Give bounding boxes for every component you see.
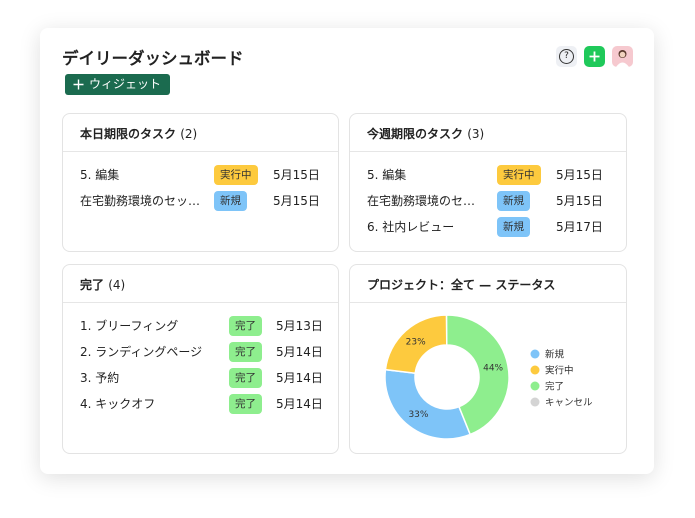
panel-title-text: 今週期限のタスク bbox=[367, 127, 464, 141]
status-tag: 完了 bbox=[229, 368, 262, 388]
task-name[interactable]: 5. 編集 bbox=[80, 168, 120, 182]
status-tag: 新規 bbox=[497, 217, 530, 237]
panel-divider bbox=[350, 302, 626, 303]
due-date: 5月13日 bbox=[276, 319, 323, 333]
plus-icon bbox=[589, 51, 600, 62]
dashboard-title: デイリーダッシュボード bbox=[62, 49, 244, 68]
add-button[interactable] bbox=[584, 46, 605, 67]
panel-count: (2) bbox=[180, 127, 198, 141]
status-tag: 新規 bbox=[497, 191, 530, 211]
due-date: 5月15日 bbox=[556, 194, 603, 208]
panel-title-text: 完了 bbox=[80, 278, 105, 292]
chart-title: プロジェクト：全て — ステータス bbox=[367, 278, 556, 292]
panel-divider bbox=[63, 151, 338, 152]
plus-icon bbox=[73, 79, 84, 90]
status-tag: 実行中 bbox=[497, 165, 541, 185]
due-date: 5月15日 bbox=[556, 168, 603, 182]
task-name[interactable]: 4. キックオフ bbox=[80, 397, 156, 411]
task-name[interactable]: 5. 編集 bbox=[367, 168, 407, 182]
status-tag: 完了 bbox=[229, 316, 262, 336]
status-tag: 新規 bbox=[214, 191, 247, 211]
panel-title-text: 本日期限のタスク bbox=[80, 127, 177, 141]
due-date: 5月15日 bbox=[273, 194, 320, 208]
status-tag: 完了 bbox=[229, 394, 262, 414]
status-tag: 実行中 bbox=[214, 165, 258, 185]
due-date: 5月14日 bbox=[276, 345, 323, 359]
due-date: 5月14日 bbox=[276, 371, 323, 385]
panel-divider bbox=[63, 302, 338, 303]
add-widget-label: ウィジェット bbox=[89, 77, 162, 91]
task-name[interactable]: 1. ブリーフィング bbox=[80, 319, 179, 333]
chart-panel: プロジェクト：全て — ステータス bbox=[349, 264, 627, 454]
panel-count: (4) bbox=[108, 278, 126, 292]
due-date: 5月14日 bbox=[276, 397, 323, 411]
task-panel: 今週期限のタスク (3) 5. 編集 実行中 5月15日 在宅勤務環境のセ… 新規 5月15… bbox=[349, 113, 627, 252]
task-panel: 完了 (4) 1. ブリーフィング 完了 5月13日 2. ランディングページ 完了 5月1… bbox=[62, 264, 339, 454]
panel-count: (3) bbox=[467, 127, 485, 141]
panel-divider bbox=[350, 151, 626, 152]
add-widget-button[interactable]: ウィジェット bbox=[65, 74, 170, 95]
task-name[interactable]: 2. ランディングページ bbox=[80, 345, 203, 359]
status-tag: 完了 bbox=[229, 342, 262, 362]
avatar[interactable] bbox=[612, 46, 633, 67]
help-button[interactable]: ? bbox=[556, 46, 577, 67]
task-name[interactable]: 3. 予約 bbox=[80, 371, 120, 385]
help-icon: ? bbox=[559, 49, 574, 64]
due-date: 5月17日 bbox=[556, 220, 603, 234]
task-panel: 本日期限のタスク (2) 5. 編集 実行中 5月15日 在宅勤務環境のセッ… 新規 5月1… bbox=[62, 113, 339, 252]
task-name[interactable]: 6. 社内レビュー bbox=[367, 220, 455, 234]
task-name[interactable]: 在宅勤務環境のセ… bbox=[367, 194, 476, 208]
due-date: 5月15日 bbox=[273, 168, 320, 182]
task-name[interactable]: 在宅勤務環境のセッ… bbox=[80, 194, 201, 208]
panel-title: 完了 (4) bbox=[80, 276, 125, 293]
panel-title: 本日期限のタスク (2) bbox=[80, 125, 197, 142]
panel-title: 今週期限のタスク (3) bbox=[367, 125, 484, 142]
